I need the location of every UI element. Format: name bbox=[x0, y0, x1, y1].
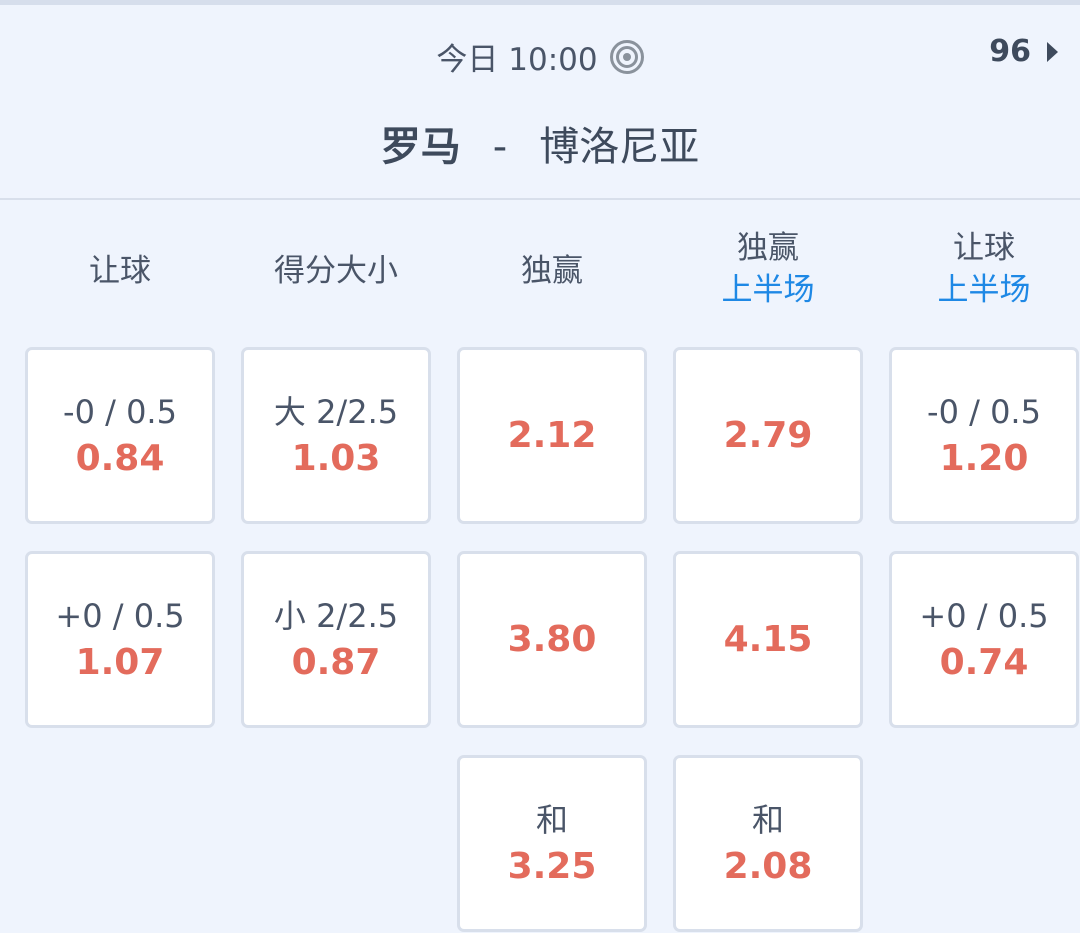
odds-cell[interactable]: 4.15 bbox=[673, 551, 863, 728]
odds-cell[interactable]: 2.79 bbox=[673, 347, 863, 524]
odds-label: +0 / 0.5 bbox=[55, 596, 185, 635]
column-header: 独赢 上半场 bbox=[673, 227, 863, 311]
away-team: 博洛尼亚 bbox=[539, 124, 700, 170]
odds-value: 0.74 bbox=[939, 641, 1029, 683]
column-subtitle: 上半场 bbox=[721, 272, 815, 308]
odds-label: -0 / 0.5 bbox=[63, 392, 177, 431]
odds-cell[interactable]: +0 / 0.5 0.74 bbox=[889, 551, 1079, 728]
match-time: 今日 10:00 bbox=[436, 42, 598, 78]
column-title: 独赢 bbox=[521, 253, 583, 289]
column-header: 让球 bbox=[25, 250, 215, 292]
column-subtitle: 上半场 bbox=[937, 272, 1031, 308]
odds-value: 3.25 bbox=[507, 845, 597, 887]
match-time-row: 今日 10:00 bbox=[0, 34, 1080, 79]
column-header: 独赢 bbox=[457, 250, 647, 292]
odds-cell[interactable]: 和 3.25 bbox=[457, 755, 647, 932]
odds-cell[interactable]: 2.12 bbox=[457, 347, 647, 524]
odds-label: 大 2/2.5 bbox=[273, 392, 399, 431]
odds-value: 1.03 bbox=[291, 437, 381, 479]
odds-value: 4.15 bbox=[723, 618, 813, 660]
column-title: 让球 bbox=[953, 230, 1015, 266]
odds-cell[interactable]: +0 / 0.5 1.07 bbox=[25, 551, 215, 728]
odds-cell[interactable]: 3.80 bbox=[457, 551, 647, 728]
odds-value: 1.07 bbox=[75, 641, 165, 683]
odds-cell[interactable]: -0 / 0.5 0.84 bbox=[25, 347, 215, 524]
odds-label: 和 bbox=[751, 800, 784, 839]
divider bbox=[0, 198, 1080, 200]
odds-cell[interactable]: -0 / 0.5 1.20 bbox=[889, 347, 1079, 524]
odds-value: 0.84 bbox=[75, 437, 165, 479]
odds-value: 0.87 bbox=[291, 641, 381, 683]
top-border bbox=[0, 0, 1080, 5]
team-separator: - bbox=[492, 124, 508, 170]
odds-label: 小 2/2.5 bbox=[273, 596, 399, 635]
odds-value: 2.79 bbox=[723, 414, 813, 456]
odds-cell[interactable]: 小 2/2.5 0.87 bbox=[241, 551, 431, 728]
column-title: 让球 bbox=[89, 253, 151, 289]
chevron-right-icon bbox=[1047, 41, 1058, 62]
odds-value: 3.80 bbox=[507, 618, 597, 660]
target-icon[interactable] bbox=[609, 39, 644, 74]
odds-cell[interactable]: 大 2/2.5 1.03 bbox=[241, 347, 431, 524]
match-teams: 罗马 - 博洛尼亚 bbox=[0, 114, 1080, 172]
odds-label: -0 / 0.5 bbox=[927, 392, 1041, 431]
odds-value: 2.12 bbox=[507, 414, 597, 456]
column-header: 让球 上半场 bbox=[889, 227, 1079, 311]
odds-value: 2.08 bbox=[723, 845, 813, 887]
column-title: 得分大小 bbox=[274, 253, 398, 289]
column-header: 得分大小 bbox=[241, 250, 431, 292]
odds-label: +0 / 0.5 bbox=[919, 596, 1049, 635]
home-team: 罗马 bbox=[380, 124, 461, 170]
odds-cell[interactable]: 和 2.08 bbox=[673, 755, 863, 932]
column-title: 独赢 bbox=[737, 230, 799, 266]
odds-value: 1.20 bbox=[939, 437, 1029, 479]
odds-label: 和 bbox=[535, 800, 568, 839]
more-markets-button[interactable]: 96 bbox=[989, 34, 1058, 69]
market-count: 96 bbox=[989, 34, 1031, 69]
